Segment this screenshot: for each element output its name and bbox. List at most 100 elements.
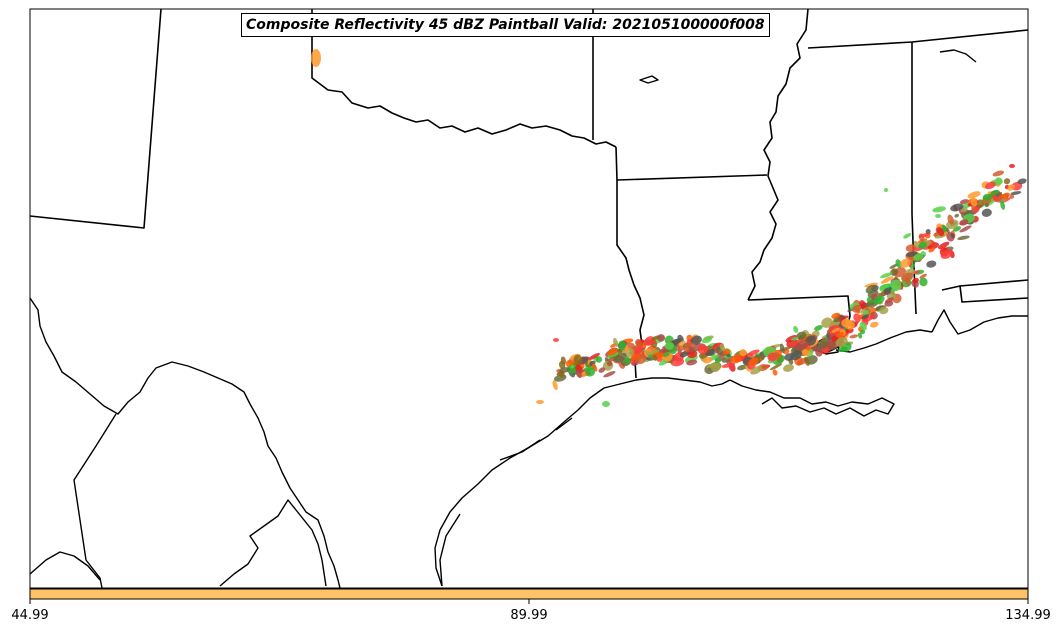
reflectivity-blob: [913, 253, 924, 261]
reflectivity-blob: [1009, 194, 1014, 199]
reflectivity-blob: [779, 343, 785, 354]
state-boundaries: [29, 8, 1029, 379]
texas-barrier-islands: [439, 417, 573, 587]
reflectivity-blob: [585, 367, 596, 377]
reflectivity-blob: [790, 336, 799, 341]
rio-grande-border: [29, 297, 341, 589]
reflectivity-blob: [739, 349, 747, 357]
reflectivity-blob: [862, 315, 875, 323]
reflectivity-blob: [657, 334, 666, 342]
al-fl-border: [941, 279, 1029, 303]
lake-texoma: [639, 75, 659, 84]
international-border: [29, 297, 341, 589]
reflectivity-blob: [750, 366, 762, 375]
reflectivity-blob: [950, 203, 964, 212]
reflectivity-blob: [959, 225, 972, 233]
reflectivity-blob: [814, 325, 823, 331]
reflectivity-blob: [556, 370, 565, 376]
reflectivity-blob: [967, 191, 981, 199]
reflectivity-blob: [950, 233, 955, 238]
reflectivity-blob: [831, 312, 841, 319]
reflectivity-blob: [818, 344, 823, 350]
reflectivity-blob: [873, 295, 885, 305]
reflectivity-blob: [918, 241, 927, 250]
reflectivity-blob: [831, 327, 840, 333]
alabama-coast: [931, 309, 1028, 335]
reflectivity-blob: [705, 348, 716, 357]
reflectivity-blob: [783, 364, 794, 372]
reflectivity-blob: [701, 336, 712, 344]
ar-la-border: [616, 174, 768, 181]
reflectivity-blob: [795, 340, 809, 351]
reflectivity-blob: [864, 282, 878, 288]
reflectivity-blob: [890, 286, 902, 292]
reflectivity-blob: [598, 367, 606, 373]
reflectivity-blob: [835, 336, 848, 347]
reflectivity-blob: [560, 356, 566, 365]
reflectivity-blob: [607, 360, 613, 367]
reflectivity-blob: [773, 352, 781, 360]
reflectivity-blob: [821, 317, 833, 328]
colorbar-tick-label: 134.99: [1005, 608, 1051, 623]
reflectivity-blob: [926, 260, 937, 268]
reflectivity-blob: [721, 362, 736, 368]
reflectivity-blob: [644, 340, 656, 346]
colorbar-ticks: [29, 599, 1029, 604]
reflectivity-blob: [857, 332, 863, 339]
reflectivity-blob: [785, 335, 798, 343]
reflectivity-blob: [747, 349, 760, 357]
reflectivity-blob: [884, 188, 888, 192]
reflectivity-blob: [630, 359, 636, 366]
reflectivity-blob: [664, 342, 675, 350]
reflectivity-blob: [853, 313, 861, 323]
reflectivity-blob: [686, 359, 698, 366]
reflectivity-blob: [690, 335, 702, 346]
reflectivity-blob: [311, 49, 321, 67]
reflectivity-blob: [1000, 200, 1006, 210]
coastline: [434, 49, 1028, 587]
reflectivity-blob: [992, 194, 998, 203]
reflectivity-blob: [688, 346, 695, 353]
reflectivity-blob: [831, 335, 837, 342]
reflectivity-blob: [687, 350, 698, 359]
mx-state-line-2: [29, 551, 101, 581]
reflectivity-blob: [982, 193, 991, 202]
reflectivity-blob: [618, 340, 627, 350]
reflectivity-blob: [904, 276, 911, 286]
reflectivity-blob: [841, 318, 852, 328]
reflectivity-blob: [880, 272, 893, 279]
reflectivity-blob: [702, 356, 713, 364]
reflectivity-blob: [570, 364, 575, 369]
reflectivity-blob: [646, 349, 660, 356]
reflectivity-blob: [925, 229, 931, 234]
reflectivity-blob: [995, 192, 1003, 198]
colorbar-tick-label: 89.99: [510, 608, 548, 623]
reflectivity-blob: [796, 331, 807, 340]
reflectivity-blob: [578, 369, 586, 374]
reflectivity-blob: [793, 325, 799, 333]
reflectivity-blob: [595, 356, 603, 363]
colorbar-tick-label: 44.99: [11, 608, 49, 623]
reflectivity-blob: [852, 304, 862, 313]
reflectivity-blob: [613, 337, 619, 347]
reflectivity-blob: [553, 338, 559, 342]
reflectivity-blob: [552, 380, 558, 391]
reflectivity-blob: [938, 241, 950, 250]
reflectivity-blob: [602, 401, 610, 407]
reflectivity-blob: [827, 339, 836, 348]
reflectivity-blob: [634, 353, 647, 365]
kentucky-lake: [939, 49, 977, 63]
reflectivity-blob: [880, 276, 894, 284]
reflectivity-blob: [804, 356, 809, 363]
reflectivity-blob: [1009, 164, 1015, 168]
reflectivity-blob: [919, 273, 927, 279]
reflectivity-blob: [944, 231, 948, 236]
louisiana-coast: [729, 379, 895, 417]
reflectivity-blob: [706, 363, 715, 368]
reflectivity-blob: [588, 353, 600, 360]
reflectivity-blob: [932, 206, 946, 213]
reflectivity-blob: [900, 258, 911, 268]
reflectivity-blob: [772, 369, 778, 376]
mississippi-river-border: [747, 8, 809, 301]
